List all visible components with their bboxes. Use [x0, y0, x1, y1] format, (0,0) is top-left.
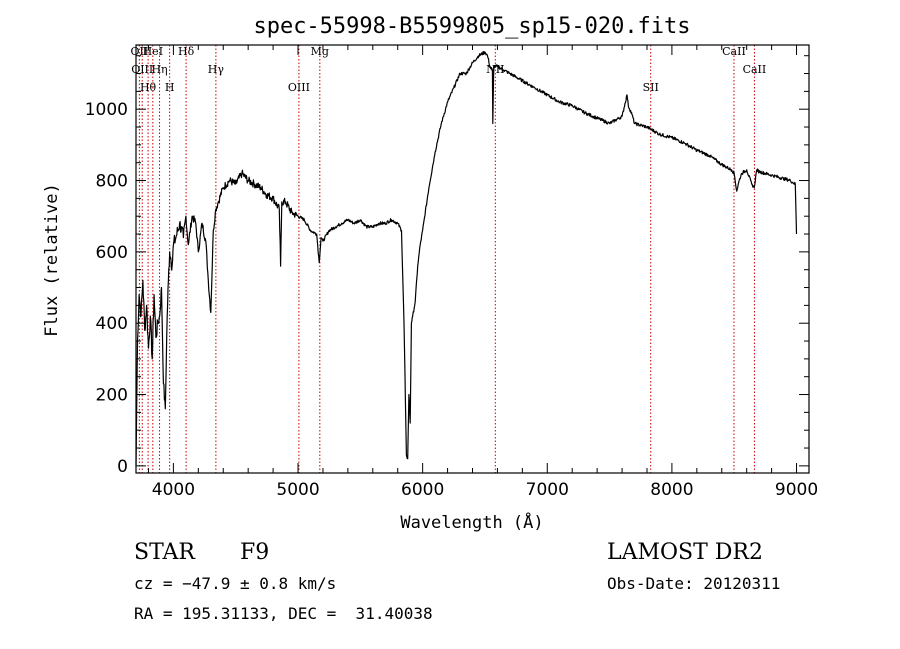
reference-line-label: CaII [722, 45, 746, 58]
y-tick-label: 400 [96, 314, 128, 334]
reference-lines [138, 45, 755, 473]
y-axis-ticks: 0 200 400 600 800 1000 [85, 55, 809, 477]
x-axis-label: Wavelength (Å) [400, 511, 543, 533]
spectrum-chart: spec-55998-B5599805_sp15-020.fits OIIOII… [42, 14, 818, 533]
y-tick-label: 1000 [85, 100, 128, 120]
obs-date: Obs-Date: 20120311 [607, 574, 781, 593]
y-tick-label: 0 [117, 457, 128, 477]
reference-line-label: Hδ [178, 45, 195, 58]
reference-line-label: CaII [743, 63, 767, 76]
coordinates: RA = 195.31133, DEC = 31.40038 [134, 604, 433, 623]
reference-line-label: SII [643, 81, 659, 94]
y-tick-label: 200 [96, 386, 128, 406]
y-axis-label: Flux (relative) [42, 183, 62, 337]
reference-line-label: H [165, 81, 175, 94]
reference-line-label: OIII [131, 63, 153, 76]
flux-series-line [135, 51, 798, 466]
x-tick-label: 4000 [152, 480, 195, 500]
y-tick-label: 800 [96, 172, 128, 192]
survey-name: LAMOST DR2 [607, 540, 763, 565]
reference-line-label: Hθ [140, 81, 157, 94]
reference-line-label: Mg [311, 45, 329, 58]
reference-line-label: OII [131, 45, 149, 58]
reference-line-label: OIII [288, 81, 310, 94]
x-axis-ticks: 4000 5000 6000 7000 8000 9000 [147, 45, 818, 500]
plot-frame [135, 44, 810, 474]
reference-line-label: Hη [151, 63, 167, 76]
reference-line-label: HeI [143, 45, 163, 58]
redshift-text: cz = −47.9 ± 0.8 km/s [134, 574, 337, 593]
y-tick-label: 600 [96, 243, 128, 263]
object-subclass: F9 [240, 540, 270, 565]
x-tick-label: 5000 [276, 480, 319, 500]
x-tick-label: 8000 [650, 480, 693, 500]
object-class: STAR [134, 540, 195, 565]
reference-line-label: NII [486, 63, 504, 76]
x-tick-label: 7000 [526, 480, 569, 500]
x-tick-label: 9000 [775, 480, 818, 500]
x-tick-label: 6000 [401, 480, 444, 500]
reference-line-label: Hγ [208, 63, 225, 76]
chart-title: spec-55998-B5599805_sp15-020.fits [253, 14, 690, 39]
reference-labels: OII OIII Hθ HeI Hη H Hδ Hγ OIII Mg NII SII CaII CaII [131, 45, 767, 94]
